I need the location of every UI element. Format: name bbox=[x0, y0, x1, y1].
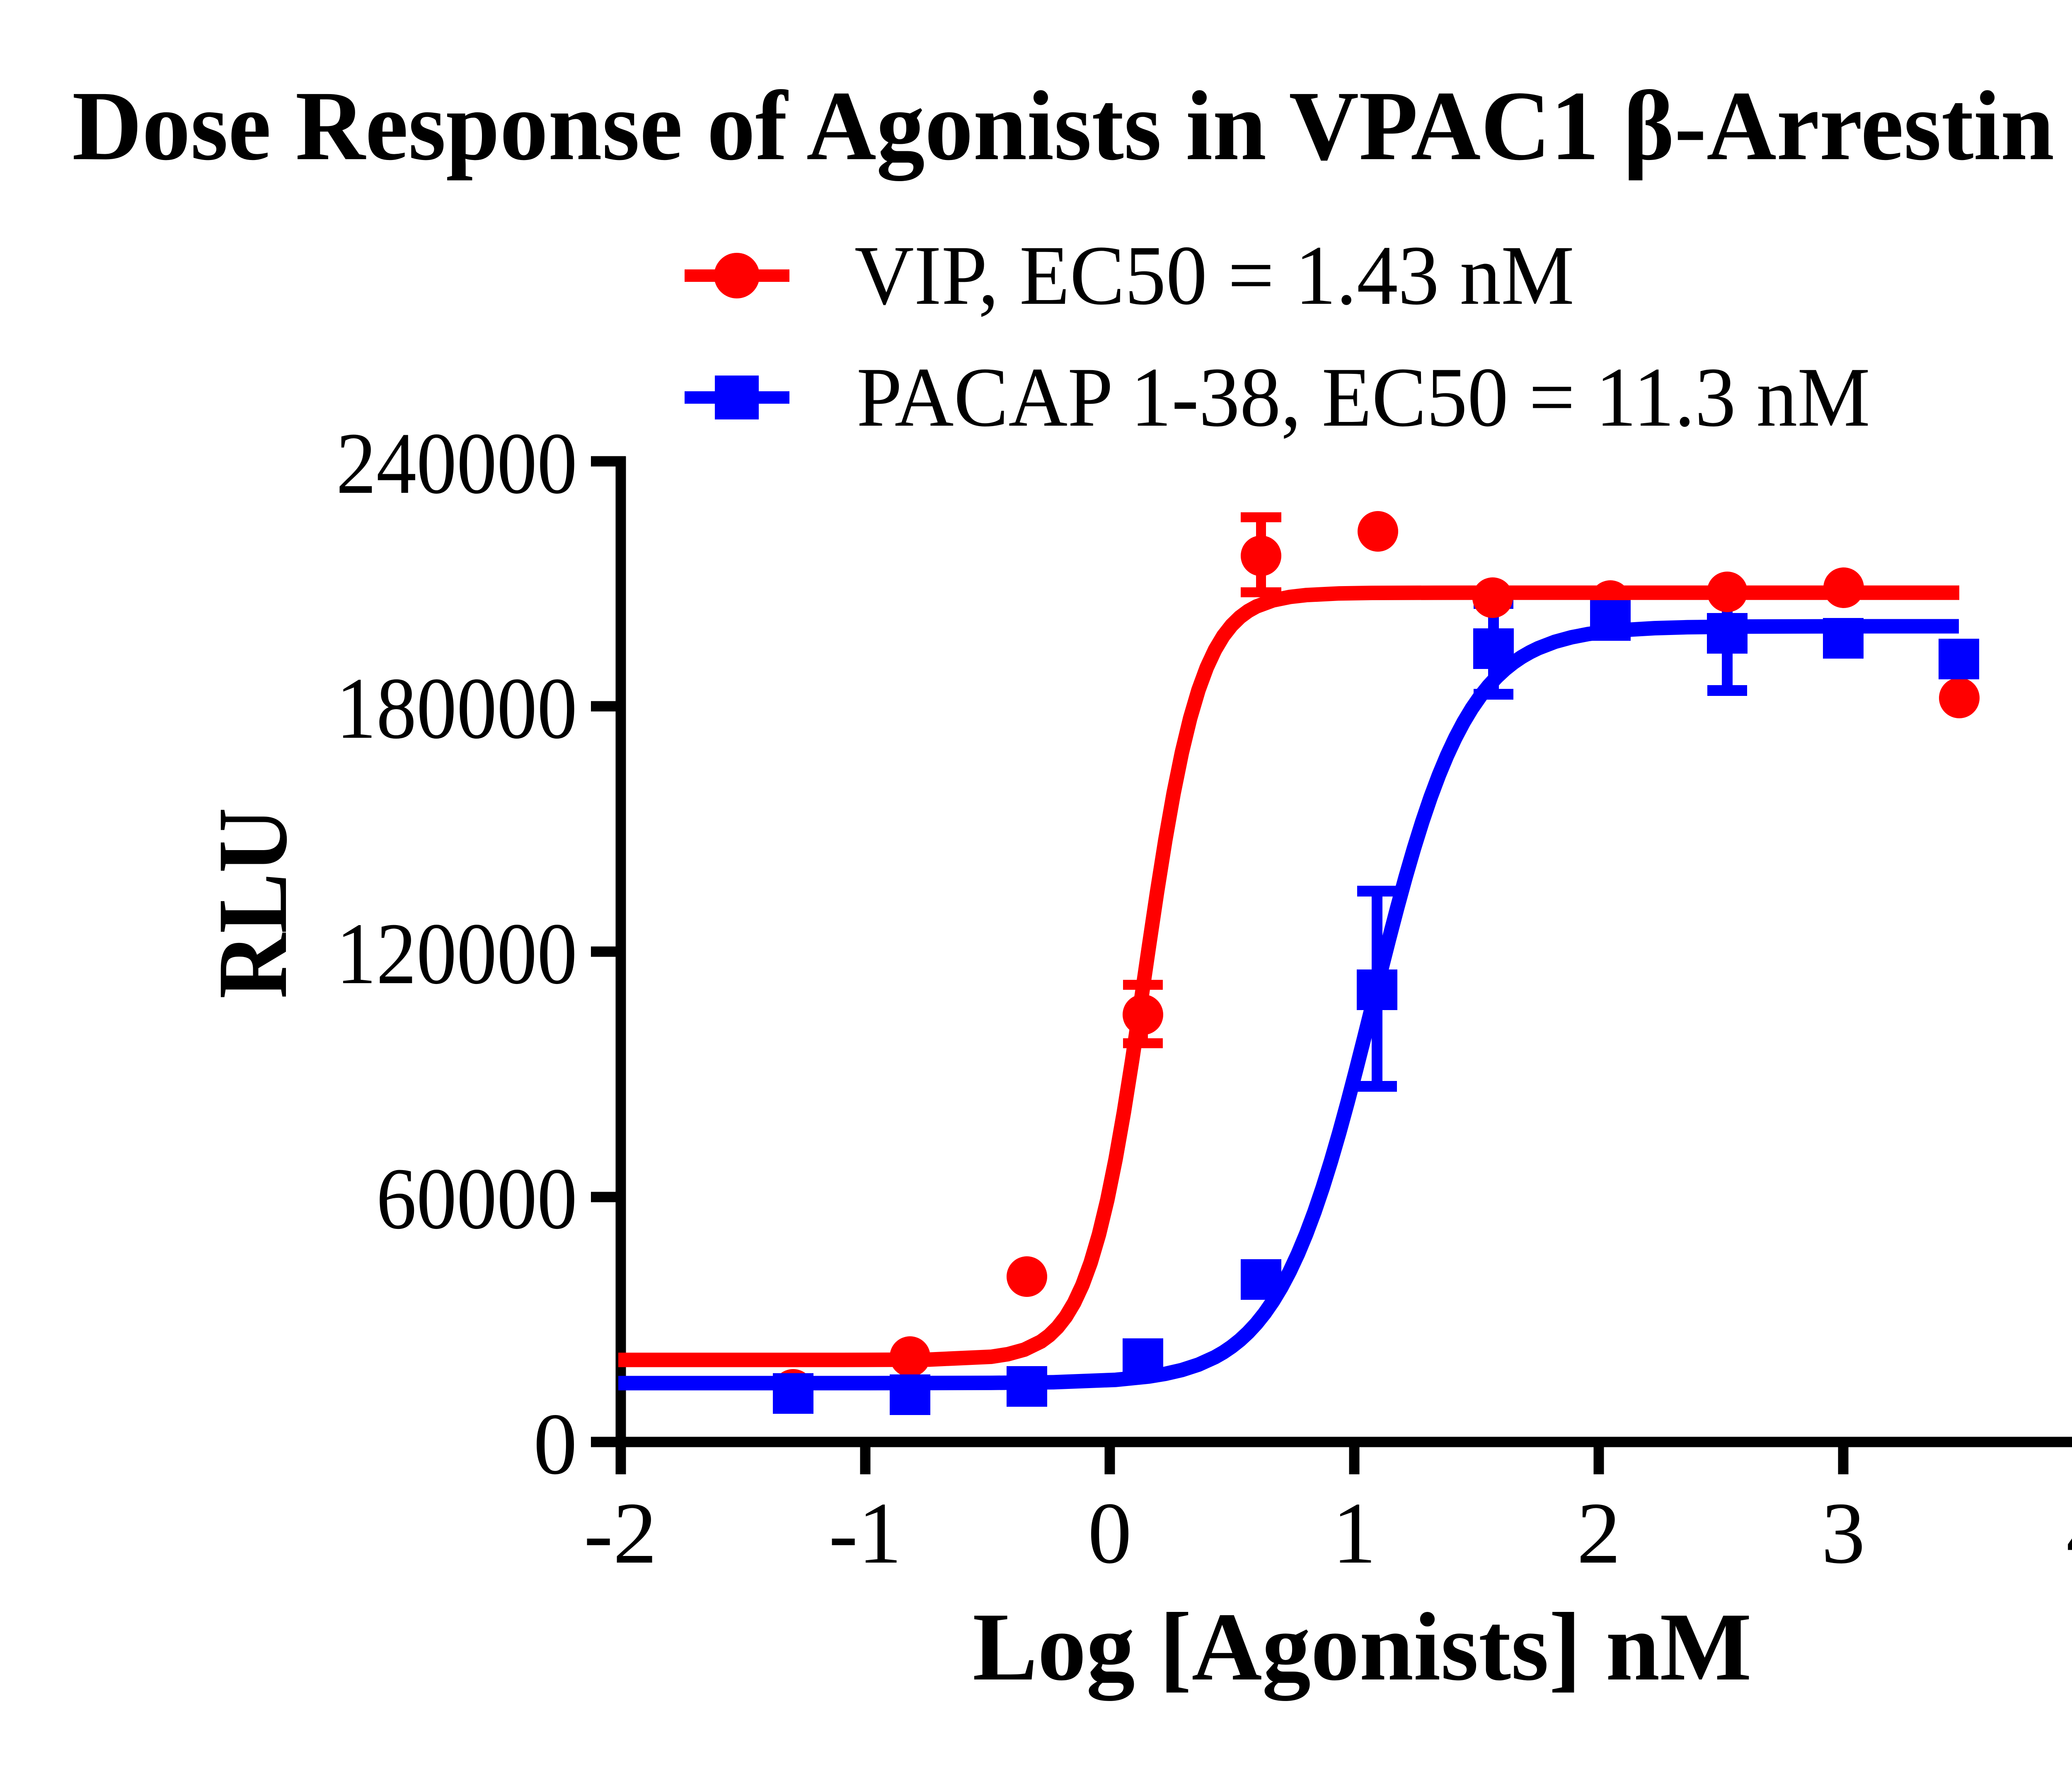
svg-text:240000: 240000 bbox=[336, 414, 577, 512]
svg-text:PACAP 1-38, EC50 = 11.3 nM: PACAP 1-38, EC50 = 11.3 nM bbox=[857, 350, 1870, 444]
svg-text:-2: -2 bbox=[584, 1484, 657, 1582]
svg-text:VIP, EC50 = 1.43 nM: VIP, EC50 = 1.43 nM bbox=[854, 228, 1574, 322]
svg-text:Log [Agonists] nM: Log [Agonists] nM bbox=[973, 1593, 1752, 1701]
svg-text:120000: 120000 bbox=[336, 905, 577, 1002]
svg-text:0: 0 bbox=[533, 1395, 577, 1493]
svg-text:-1: -1 bbox=[829, 1484, 902, 1582]
svg-text:180000: 180000 bbox=[336, 659, 577, 757]
svg-text:4: 4 bbox=[2066, 1484, 2072, 1582]
svg-text:2: 2 bbox=[1577, 1484, 1621, 1582]
svg-text:3: 3 bbox=[1821, 1484, 1865, 1582]
svg-text:60000: 60000 bbox=[376, 1150, 577, 1247]
svg-text:Dose Response of Agonists in V: Dose Response of Agonists in VPAC1 β-Arr… bbox=[72, 70, 2072, 181]
svg-text:RLU: RLU bbox=[197, 808, 307, 999]
svg-text:1: 1 bbox=[1332, 1484, 1376, 1582]
svg-text:0: 0 bbox=[1088, 1484, 1132, 1582]
